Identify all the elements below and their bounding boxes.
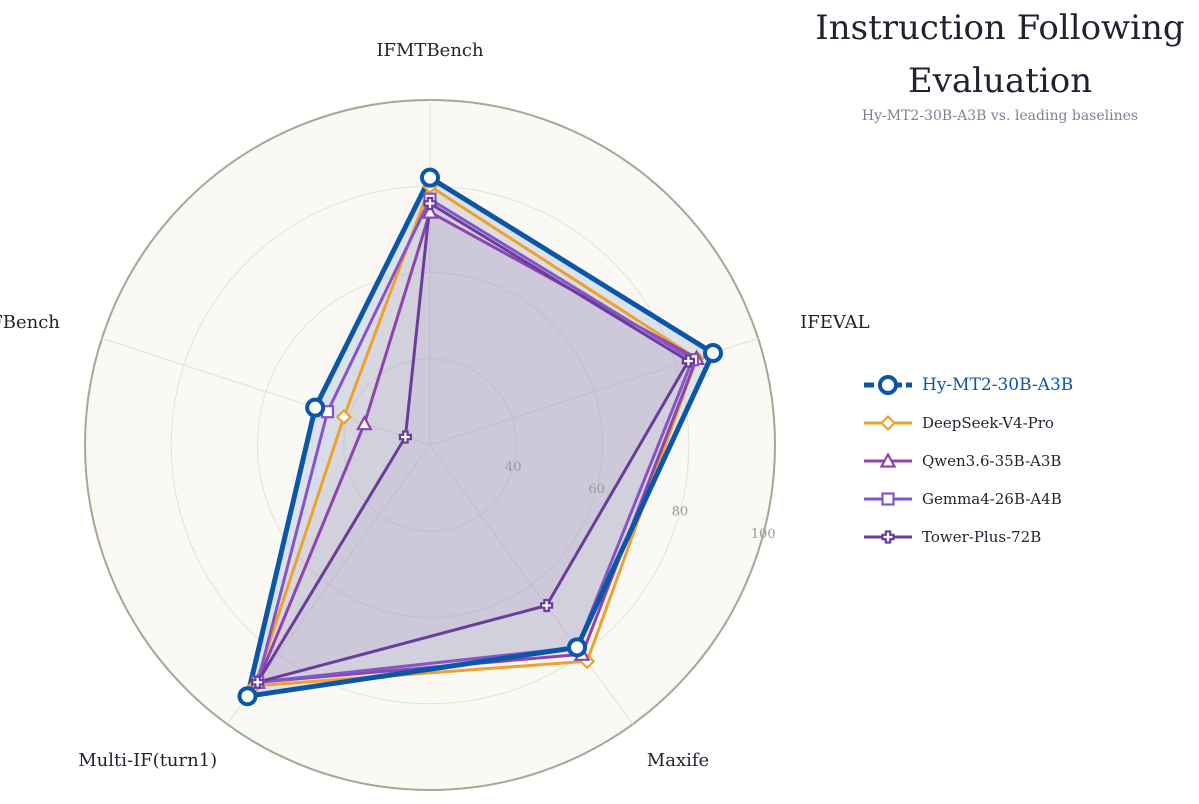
radial-tick-labels: 40 60 80 100: [505, 460, 776, 542]
point-hy-mt2-30b-a3b-4: [305, 397, 326, 418]
series-markers: [237, 167, 723, 707]
legend-swatch-qwen3-6-35b-a3b: [864, 452, 912, 468]
legend-item-qwen3-6-35b-a3b[interactable]: Qwen3.6-35B-A3B: [860, 442, 1180, 480]
series-line-deepseek-v4-pro: [253, 184, 699, 688]
series-line-tower-plus-72b: [256, 202, 690, 684]
point-hy-mt2-30b-a3b-0: [420, 167, 440, 188]
legend-marker-hy-mt2-30b-a3b: [878, 375, 898, 395]
legend-swatch-hy-mt2-30b-a3b: [864, 375, 912, 395]
chart-title-line-1: Instruction Following: [815, 8, 1185, 48]
point-hy-mt2-30b-a3b-2: [567, 637, 588, 658]
point-tower-plus-72b-1: [681, 354, 695, 368]
legend-label-qwen3-6-35b-a3b: Qwen3.6-35B-A3B: [922, 452, 1062, 470]
legend-marker-deepseek-v4-pro: [879, 414, 897, 432]
chart-title: Instruction Following Evaluation: [800, 2, 1199, 108]
series-fills: [247, 177, 713, 697]
series-line-hy-mt2-30b-a3b: [245, 175, 716, 699]
axis-label-multi-if-turn1-: Multi-IF(turn1): [78, 749, 218, 771]
legend-item-gemma4-26b-a4b[interactable]: Gemma4-26B-A4B: [860, 480, 1180, 518]
series-fill-qwen3-6-35b-a3b: [257, 212, 697, 683]
legend-item-deepseek-v4-pro[interactable]: DeepSeek-V4-Pro: [860, 404, 1180, 442]
chart-title-line-2: Evaluation: [907, 61, 1093, 101]
legend-item-tower-plus-72b[interactable]: Tower-Plus-72B: [860, 518, 1180, 556]
spoke-1: [429, 337, 759, 446]
legend-marker-tower-plus-72b: [881, 530, 895, 544]
legend-label-deepseek-v4-pro: DeepSeek-V4-Pro: [922, 414, 1054, 432]
axis-label-maxife: Maxife: [646, 749, 710, 771]
axis-label-ifeval: IFEVAL: [800, 311, 870, 333]
series-lines: [245, 175, 716, 699]
legend-label-tower-plus-72b: Tower-Plus-72B: [922, 528, 1042, 546]
point-tower-plus-72b-4: [398, 430, 412, 444]
spoke-4: [101, 337, 431, 446]
point-hy-mt2-30b-a3b-1: [702, 343, 723, 364]
radial-tick-label-80: 80: [672, 504, 689, 519]
point-qwen3-6-35b-a3b-0: [421, 203, 439, 219]
series-fill-tower-plus-72b: [257, 203, 689, 683]
series-fill-gemma4-26b-a4b: [257, 199, 693, 683]
legend-item-hy-mt2-30b-a3b[interactable]: Hy-MT2-30B-A3B: [860, 366, 1180, 404]
legend-marker-qwen3-6-35b-a3b: [879, 452, 897, 468]
radial-tick-label-40: 40: [505, 460, 522, 475]
point-hy-mt2-30b-a3b-3: [237, 686, 258, 707]
legend-label-gemma4-26b-a4b: Gemma4-26B-A4B: [922, 490, 1062, 508]
legend-swatch-deepseek-v4-pro: [864, 414, 912, 432]
axis-label-ifbench: IFBench: [0, 311, 60, 333]
spoke-2: [429, 444, 634, 725]
legend-marker-gemma4-26b-a4b: [881, 492, 895, 506]
point-tower-plus-72b-0: [423, 196, 437, 211]
point-deepseek-v4-pro-4: [335, 408, 352, 426]
legend-swatch-tower-plus-72b: [864, 530, 912, 544]
chart-subtitle: Hy-MT2-30B-A3B vs. leading baselines: [861, 108, 1139, 124]
point-tower-plus-72b-3: [251, 675, 265, 689]
radial-tick-label-60: 60: [588, 482, 605, 497]
legend: Hy-MT2-30B-A3B DeepSeek-V4-Pro Qwen3.6-35B…: [860, 366, 1180, 556]
axis-label-ifmtbench: IFMTBench: [376, 39, 484, 61]
series-fill-hy-mt2-30b-a3b: [247, 177, 713, 697]
legend-swatch-gemma4-26b-a4b: [864, 492, 912, 506]
point-tower-plus-72b-2: [540, 598, 554, 613]
series-line-gemma4-26b-a4b: [256, 197, 694, 684]
radial-tick-label-100: 100: [751, 527, 776, 542]
series-fill-deepseek-v4-pro: [255, 186, 697, 686]
legend-label-hy-mt2-30b-a3b: Hy-MT2-30B-A3B: [922, 375, 1074, 395]
point-qwen3-6-35b-a3b-4: [356, 414, 373, 431]
